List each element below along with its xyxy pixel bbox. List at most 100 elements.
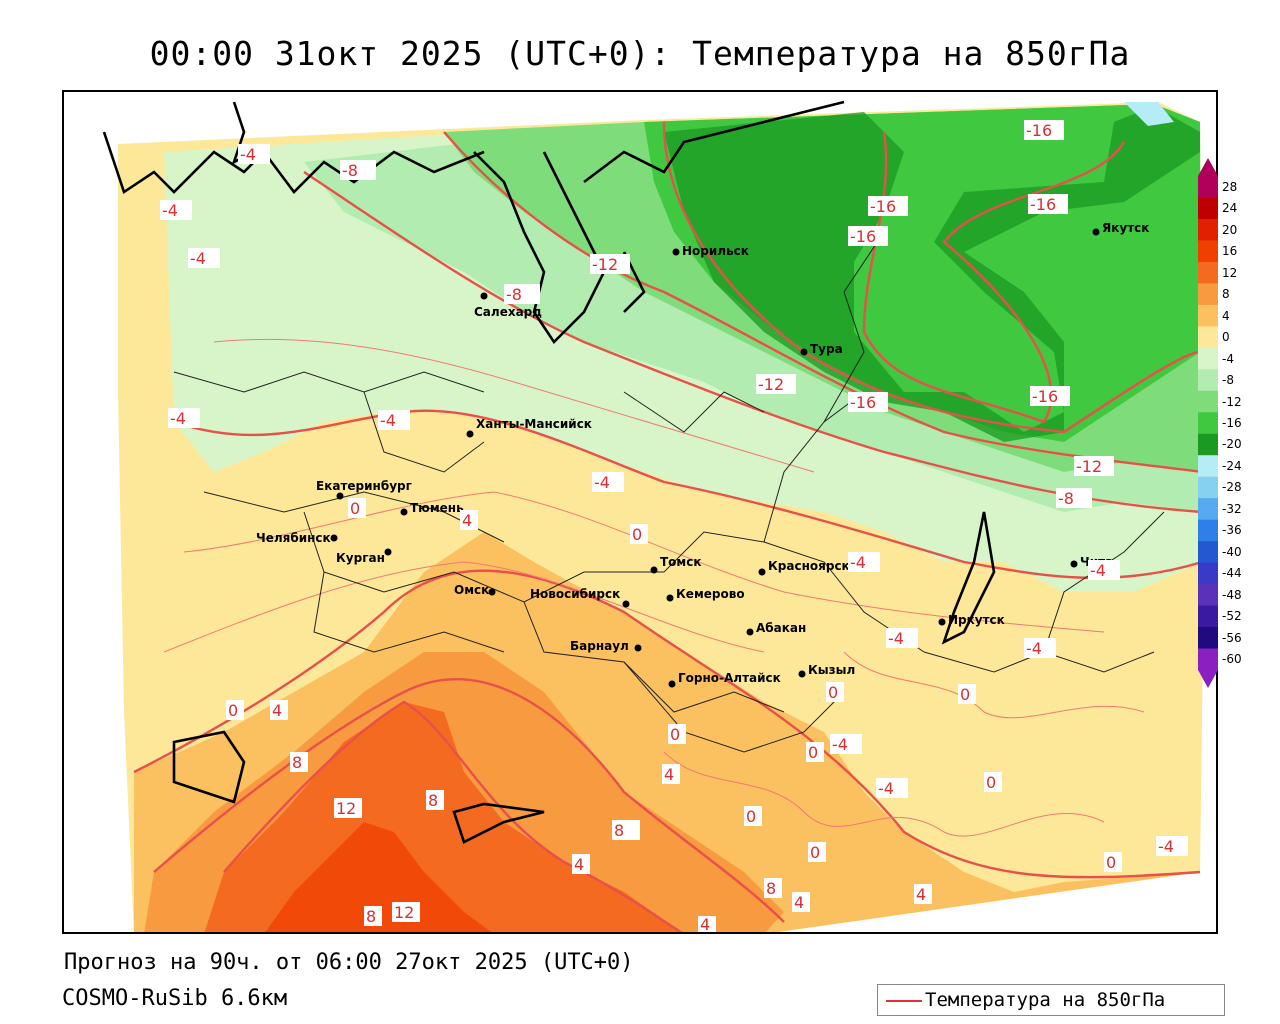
colorbar-swatch: [1198, 627, 1218, 650]
svg-text:4: 4: [272, 701, 282, 720]
svg-text:0: 0: [632, 525, 642, 544]
iso-label: 0: [630, 524, 648, 544]
svg-text:-16: -16: [1030, 195, 1056, 214]
colorbar-swatch: [1198, 605, 1218, 628]
colorbar-tick-label: -36: [1222, 523, 1242, 538]
iso-label: -16: [868, 196, 908, 216]
iso-label: -16: [1030, 386, 1070, 406]
iso-label: 0: [826, 682, 844, 702]
colorbar: [1198, 158, 1218, 688]
iso-label: -4: [848, 552, 880, 572]
iso-label: -4: [1156, 836, 1188, 856]
colorbar-swatch: [1198, 476, 1218, 499]
iso-label: -4: [160, 200, 192, 220]
svg-text:Екатеринбург: Екатеринбург: [316, 479, 412, 493]
svg-text:-4: -4: [832, 735, 848, 754]
city-krasnoyarsk[interactable]: Красноярск: [758, 559, 850, 576]
iso-label: 0: [744, 806, 762, 826]
colorbar-tick-label: -24: [1222, 458, 1242, 473]
city-irkutsk[interactable]: Иркутск: [938, 613, 1005, 627]
isotherm-labels: -16 -16 -16 -16 -16 -16 -12 -12 -12 -8 -…: [160, 120, 1188, 932]
colorbar-tick-label: -20: [1222, 437, 1242, 452]
legend: Температура на 850гПа: [877, 984, 1225, 1016]
city-chelyabinsk[interactable]: Челябинск: [256, 531, 338, 545]
colorbar-swatch: [1198, 369, 1218, 392]
iso-label: 8: [764, 878, 782, 898]
city-gorno-altaysk[interactable]: Горно-Алтайск: [668, 671, 781, 688]
city-novosibirsk[interactable]: Новосибирск: [530, 587, 630, 608]
colorbar-swatch: [1198, 240, 1218, 263]
colorbar-tick-label: -16: [1222, 416, 1242, 430]
colorbar-swatch: [1198, 541, 1218, 564]
colorbar-tick-label: -60: [1222, 652, 1242, 667]
temperature-map[interactable]: Норильск Якутск Салехард Тура Ханты-Манс…: [62, 90, 1218, 934]
svg-text:0: 0: [960, 685, 970, 704]
colorbar-tick-label: 28: [1222, 179, 1238, 194]
svg-text:Челябинск: Челябинск: [256, 531, 331, 545]
colorbar-swatch: [1198, 519, 1218, 542]
svg-text:8: 8: [366, 907, 376, 926]
city-barnaul[interactable]: Барнаул: [570, 639, 642, 653]
svg-text:4: 4: [664, 765, 674, 784]
colorbar-tick-label: 20: [1222, 222, 1238, 237]
city-tyumen[interactable]: Тюмень: [400, 501, 465, 516]
admin-borders: [173, 231, 1165, 753]
colorbar-tick-label: 24: [1222, 201, 1238, 216]
svg-text:-16: -16: [1032, 387, 1058, 406]
iso-label: 4: [270, 700, 288, 720]
iso-label: -16: [848, 226, 888, 246]
colorbar-tick-label: 4: [1222, 308, 1230, 323]
iso-label: 8: [612, 820, 640, 840]
city-salekhard[interactable]: Салехард: [474, 292, 542, 320]
iso-label: -4: [886, 628, 918, 648]
svg-text:-4: -4: [1090, 561, 1106, 580]
iso-label: -8: [1056, 488, 1092, 508]
city-omsk[interactable]: Омск: [454, 583, 496, 597]
iso-label: 4: [460, 510, 478, 530]
colorbar-swatch: [1198, 176, 1218, 198]
city-khanty-mansiysk[interactable]: Ханты-Мансийск: [466, 417, 592, 438]
svg-text:8: 8: [766, 879, 776, 898]
legend-line-swatch: [886, 1000, 922, 1002]
iso-label: 0: [668, 724, 686, 744]
iso-label: 0: [348, 498, 366, 518]
iso-label: -8: [340, 160, 376, 180]
colorbar-tick-label: 16: [1222, 244, 1238, 259]
svg-text:0: 0: [828, 683, 838, 702]
field-minus20: [664, 106, 1200, 442]
iso-label: -4: [1024, 638, 1056, 658]
iso-label: 8: [290, 752, 308, 772]
city-kemerovo[interactable]: Кемерово: [666, 587, 745, 602]
iso-label: -12: [756, 374, 796, 394]
svg-text:Красноярск: Красноярск: [768, 559, 850, 573]
svg-text:-8: -8: [1058, 489, 1074, 508]
iso-label: 4: [792, 892, 810, 912]
city-norilsk[interactable]: Норильск: [672, 244, 749, 258]
city-tura[interactable]: Тура: [800, 342, 843, 356]
svg-text:Салехард: Салехард: [474, 305, 542, 319]
isotherm-thin: [163, 338, 1145, 837]
city-kyzyl[interactable]: Кызыл: [798, 663, 856, 678]
colorbar-tick-label: -52: [1222, 609, 1242, 624]
iso-label: -4: [592, 472, 624, 492]
city-tomsk[interactable]: Томск: [650, 555, 702, 574]
field-cold-patch: [1124, 102, 1174, 126]
colorbar-swatch: [1198, 326, 1218, 349]
colorbar-tick-label: -28: [1222, 480, 1242, 495]
iso-label: -12: [1074, 456, 1114, 476]
svg-text:12: 12: [336, 799, 356, 818]
svg-text:4: 4: [916, 885, 926, 904]
city-yekaterinburg[interactable]: Екатеринбург: [316, 479, 412, 500]
city-abakan[interactable]: Абакан: [746, 621, 807, 636]
iso-label: -4: [238, 144, 270, 164]
iso-label: -4: [378, 410, 410, 430]
legend-label: Температура на 850гПа: [925, 989, 1166, 1011]
svg-text:-4: -4: [1026, 639, 1042, 658]
city-yakutsk[interactable]: Якутск: [1092, 221, 1150, 236]
map-title: 00:00 31окт 2025 (UTC+0): Температура на…: [149, 34, 1131, 73]
city-kurgan[interactable]: Курган: [336, 548, 392, 566]
iso-label: 0: [958, 684, 976, 704]
svg-text:0: 0: [746, 807, 756, 826]
colorbar-tick-label: -48: [1222, 587, 1242, 602]
colorbar-tick-label: 12: [1222, 265, 1238, 280]
